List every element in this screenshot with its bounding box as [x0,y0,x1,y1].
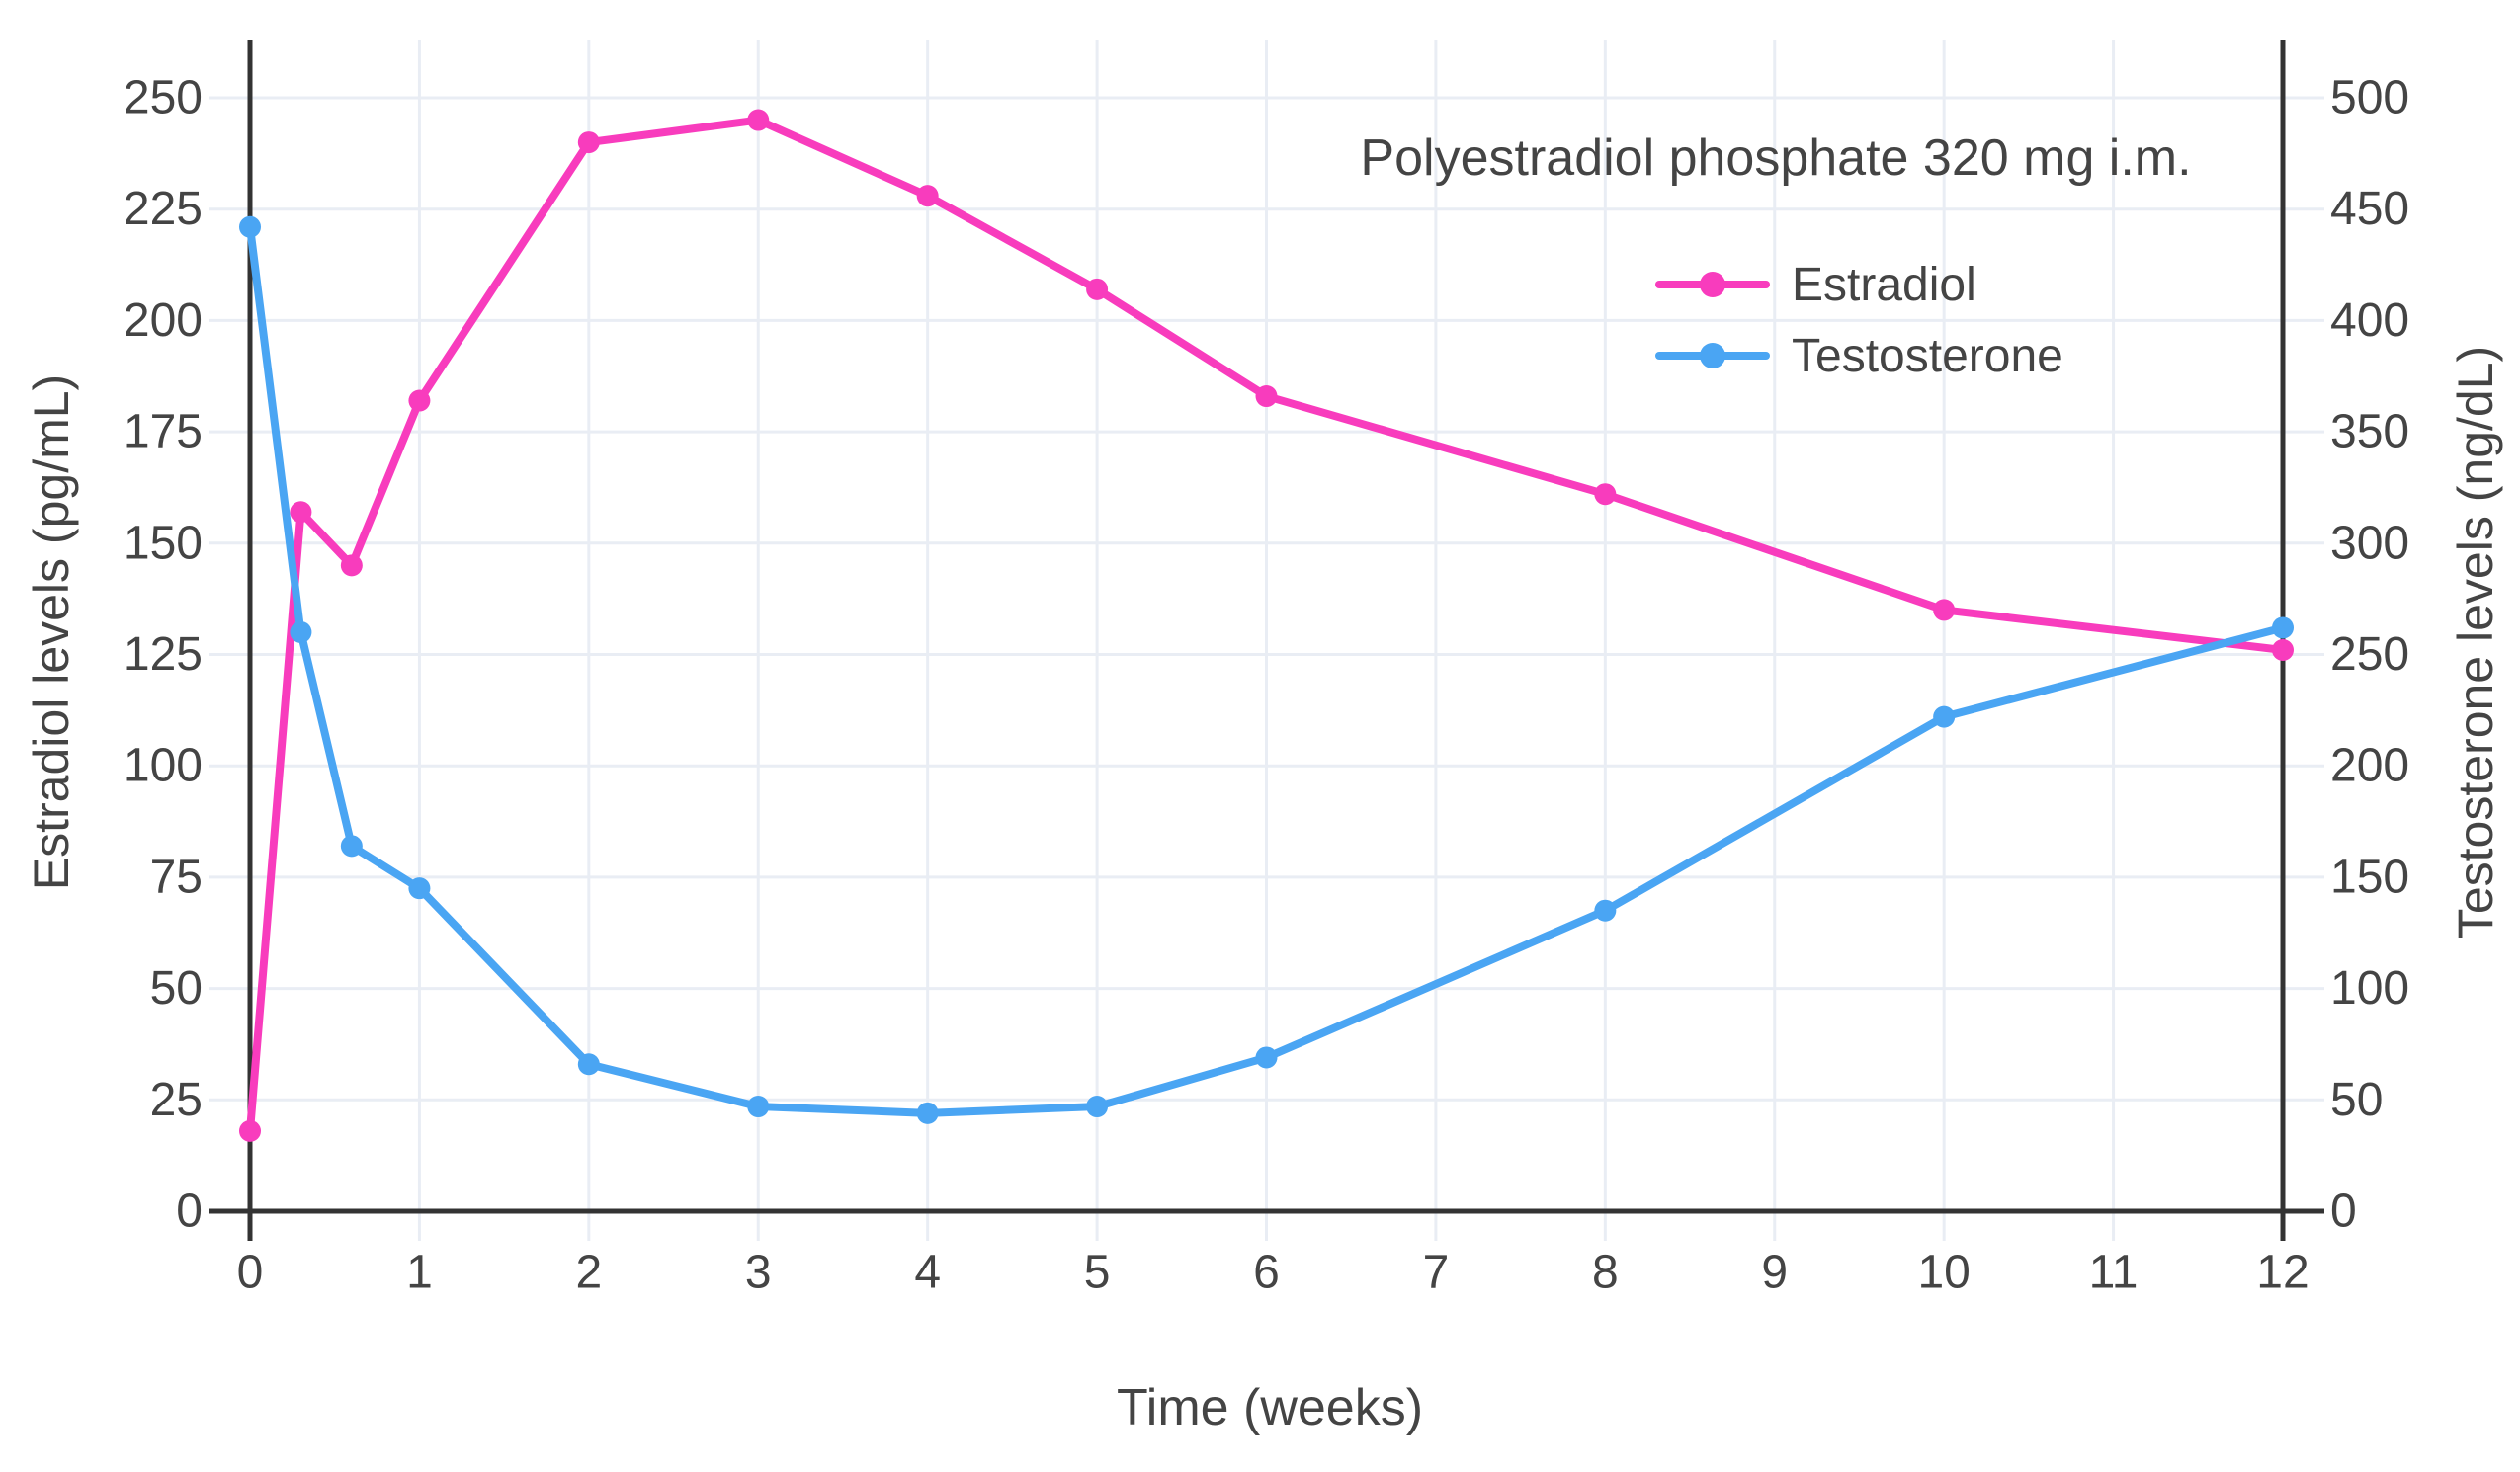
estradiol-point [1594,483,1617,506]
estradiol-point [340,554,363,577]
legend-item-testosterone[interactable]: Testosterone [1655,320,2063,391]
testosterone-point [1086,1096,1109,1118]
testosterone-point [2272,616,2294,639]
y-right-tick-label: 100 [2330,962,2409,1015]
x-tick-label: 1 [406,1247,433,1299]
estradiol-legend-dot [1700,272,1725,297]
estradiol-point [408,389,431,412]
chart-annotation: Polyestradiol phosphate 320 mg i.m. [1360,129,2192,187]
testosterone-legend-dot [1700,343,1725,368]
y-right-tick-label: 350 [2330,406,2409,458]
estradiol-point [2272,638,2294,661]
testosterone-point [747,1096,770,1118]
testosterone-legend-swatch [1655,343,1770,368]
legend: Estradiol Testosterone [1655,249,2063,391]
x-tick-label: 11 [2089,1247,2139,1299]
x-tick-label: 7 [1423,1247,1450,1299]
estradiol-legend-swatch [1655,272,1770,297]
y-left-tick-label: 125 [124,628,203,681]
x-tick-label: 0 [237,1247,264,1299]
estradiol-point [916,185,939,207]
x-tick-label: 9 [1761,1247,1788,1299]
y-left-tick-label: 250 [124,72,203,124]
x-tick-label: 3 [745,1247,772,1299]
y-right-tick-label: 450 [2330,183,2409,235]
y-axis-title-right: Testosterone levels (ng/dL) [2448,345,2503,940]
testosterone-point [1594,899,1617,922]
testosterone-point [340,835,363,858]
y-left-tick-label: 175 [124,406,203,458]
y-left-tick-label: 225 [124,183,203,235]
estradiol-point [1933,599,1956,621]
x-axis-title: Time (weeks) [1116,1379,1424,1436]
x-tick-label: 6 [1253,1247,1280,1299]
y-left-tick-label: 50 [150,962,203,1015]
y-right-tick-label: 500 [2330,72,2409,124]
testosterone-line [246,222,2287,1117]
estradiol-point [239,1119,261,1142]
estradiol-point [290,501,312,524]
testosterone-point [239,215,261,238]
x-tick-label: 8 [1592,1247,1619,1299]
legend-label-estradiol: Estradiol [1792,258,1976,311]
y-axis-title-left: Estradiol levels (pg/mL) [24,373,79,891]
y-right-tick-label: 200 [2330,740,2409,792]
x-tick-label: 5 [1084,1247,1111,1299]
estradiol-line [246,116,2287,1135]
estradiol-point [747,109,770,131]
y-right-tick-label: 50 [2330,1074,2383,1126]
testosterone-point [408,877,431,900]
y-right-tick-label: 400 [2330,294,2409,347]
legend-item-estradiol[interactable]: Estradiol [1655,249,2063,320]
y-right-tick-label: 300 [2330,517,2409,569]
estradiol-point [577,131,600,154]
x-tick-label: 10 [1917,1247,1970,1299]
y-right-tick-label: 250 [2330,628,2409,681]
y-right-tick-label: 0 [2330,1186,2357,1238]
estradiol-point [1086,278,1109,300]
testosterone-point [916,1102,939,1124]
testosterone-point [1255,1046,1278,1069]
legend-label-testosterone: Testosterone [1792,329,2063,382]
y-left-tick-label: 100 [124,740,203,792]
y-left-tick-label: 150 [124,517,203,569]
y-left-tick-label: 0 [176,1186,203,1238]
testosterone-point [577,1053,600,1076]
x-tick-label: 12 [2256,1247,2309,1299]
y-left-tick-label: 75 [150,851,203,903]
testosterone-point [290,620,312,643]
y-left-tick-label: 25 [150,1074,203,1126]
estradiol-point [1255,385,1278,408]
x-tick-label: 4 [914,1247,941,1299]
y-right-tick-label: 150 [2330,851,2409,903]
y-left-tick-label: 200 [124,294,203,347]
testosterone-point [1933,705,1956,728]
x-tick-label: 2 [575,1247,602,1299]
